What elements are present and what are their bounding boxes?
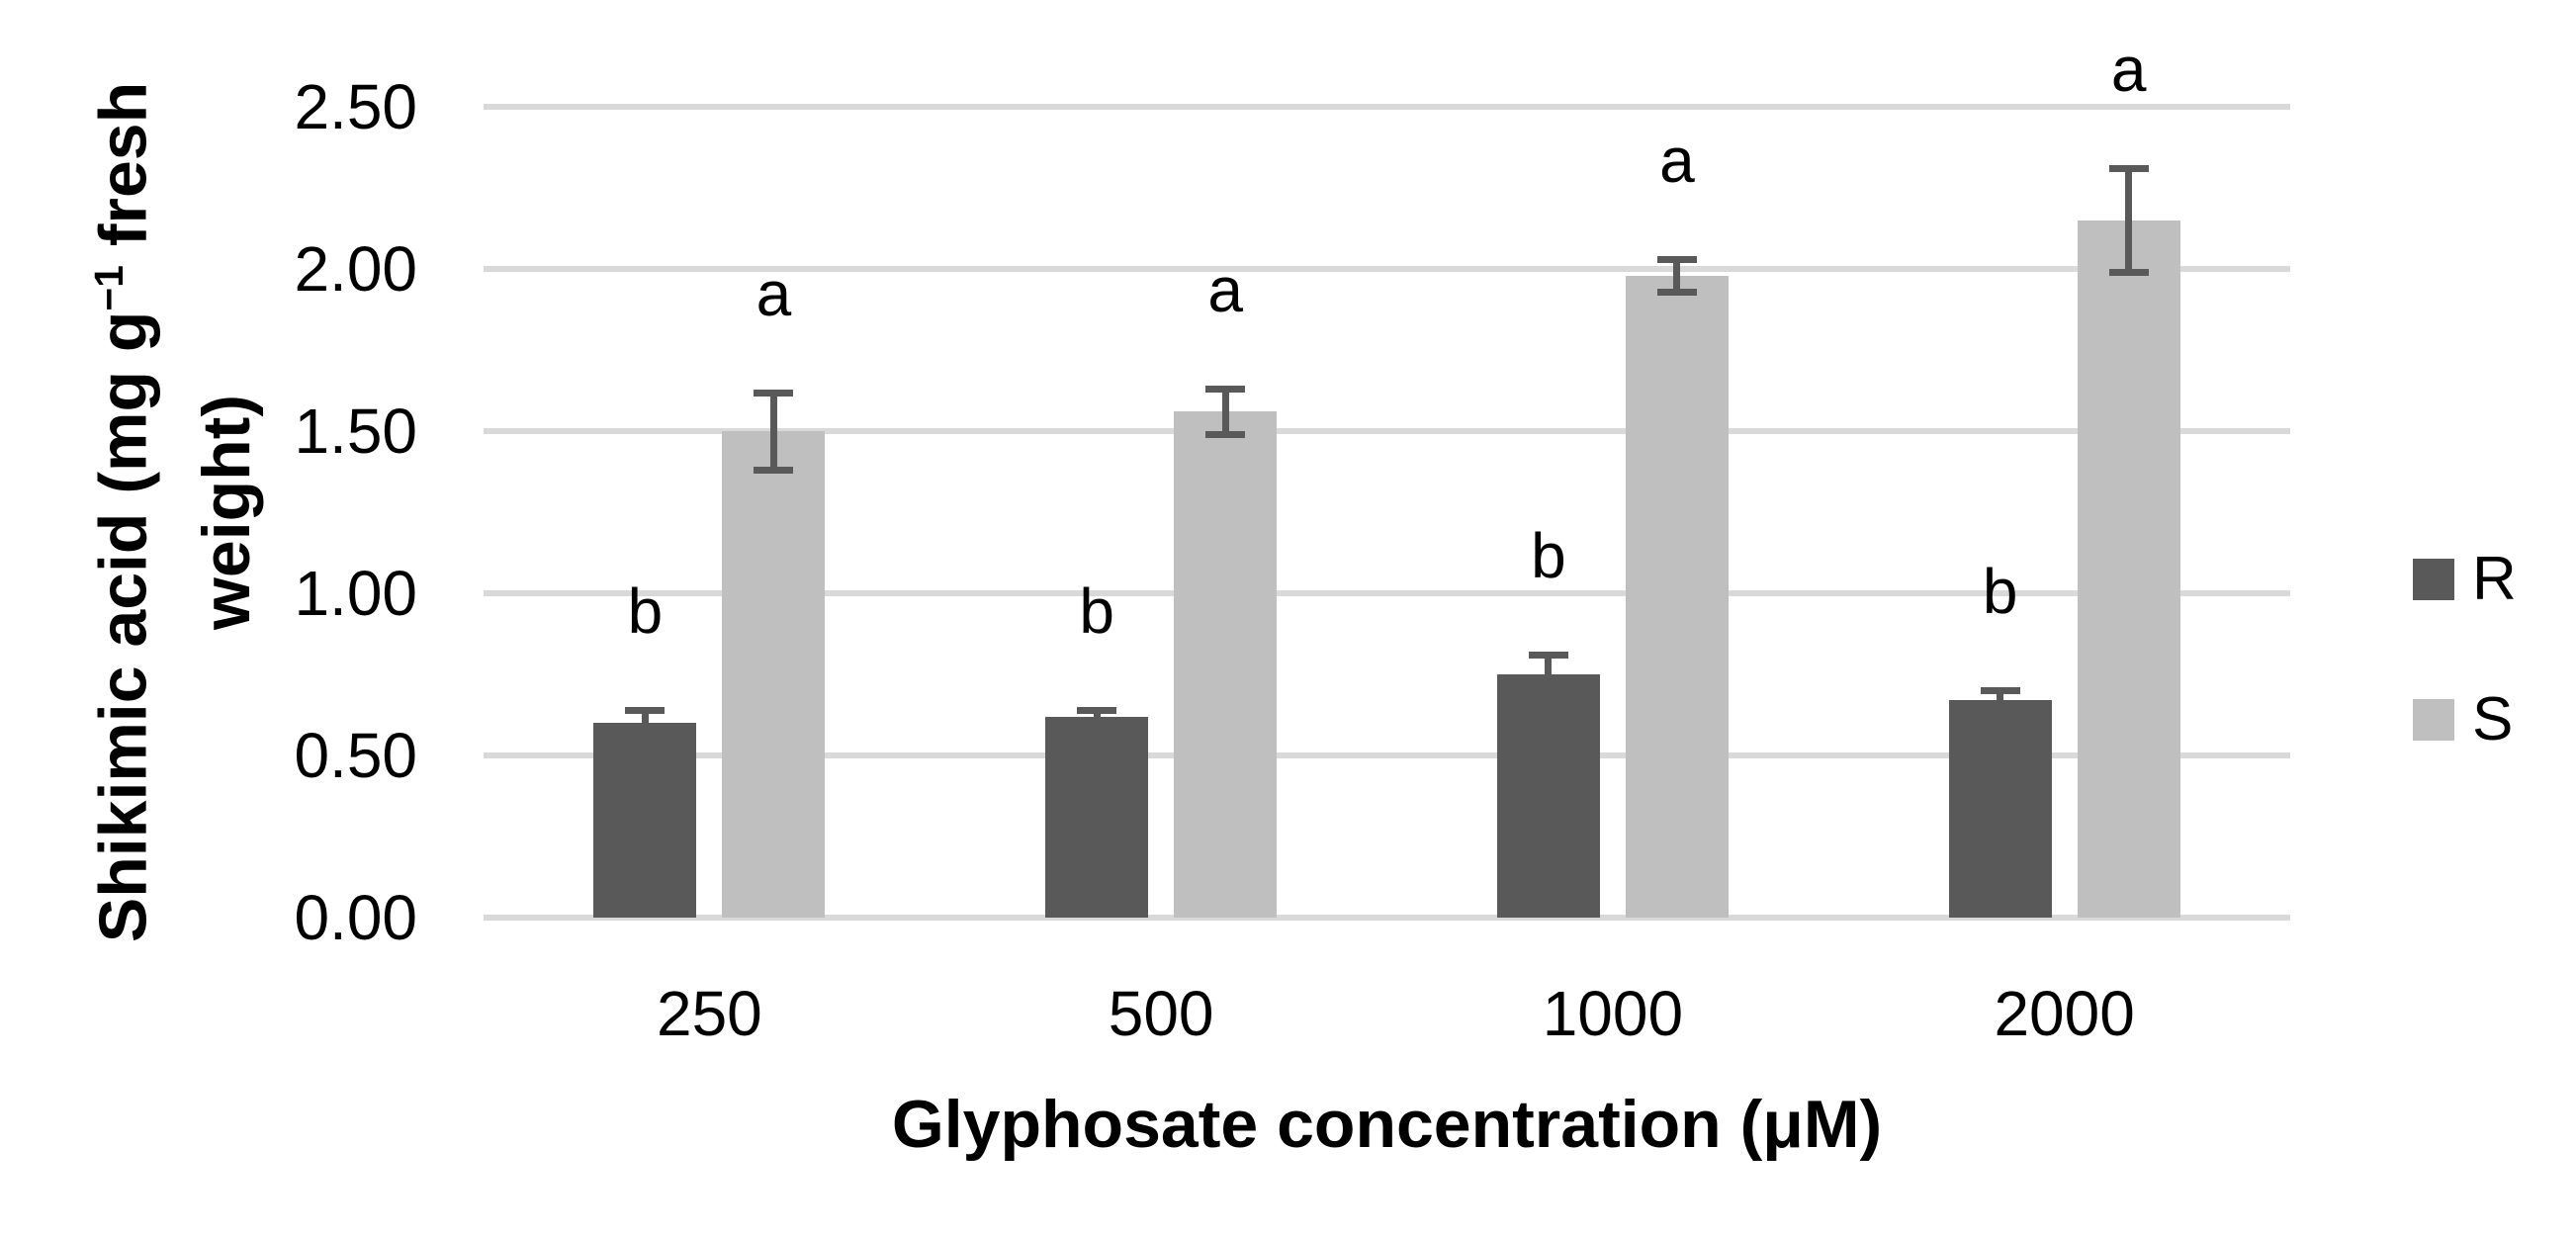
y-tick-label: 1.50	[294, 396, 417, 467]
legend-entry-r: R	[2413, 549, 2517, 610]
error-bar-cap-bottom	[1528, 690, 1568, 698]
x-tick-label: 250	[656, 978, 762, 1049]
legend-swatch-r	[2413, 559, 2454, 600]
y-tick-label: 1.00	[294, 558, 417, 629]
significance-letter: b	[627, 575, 664, 648]
bar-r-500	[1045, 716, 1149, 918]
y-axis-title: Shikimic acid (mg g−1 fresh weight)	[59, 67, 277, 957]
gridline	[484, 752, 2290, 758]
error-bar-line	[1093, 710, 1101, 724]
x-tick-label: 1000	[1542, 978, 1684, 1049]
bar-s-1000	[1625, 275, 1729, 918]
error-bar-cap-bottom	[1980, 707, 2020, 715]
significance-letter: a	[755, 257, 792, 329]
x-axis-title: Glyphosate concentration (μM)	[891, 1087, 1883, 1162]
error-bar-cap-bottom	[625, 733, 666, 741]
significance-letter: a	[1207, 254, 1243, 326]
legend-entry-s: S	[2413, 689, 2513, 750]
significance-letter: b	[1531, 520, 1566, 592]
error-bar-cap-bottom	[1205, 431, 1246, 439]
error-bar-cap-top	[1077, 707, 1117, 715]
bar-r-250	[593, 723, 697, 918]
legend-swatch-s	[2413, 699, 2454, 741]
error-bar-line	[1997, 690, 2004, 711]
x-tick-label: 500	[1108, 978, 1214, 1049]
significance-letter: b	[1982, 556, 2018, 628]
bar-r-2000	[1948, 700, 2052, 918]
significance-letter: b	[1079, 575, 1114, 648]
y-axis-title-line1: Shikimic acid (mg g−1 fresh	[85, 81, 161, 943]
bar-s-250	[722, 431, 826, 918]
error-bar-cap-top	[625, 707, 666, 715]
significance-letter: a	[1659, 125, 1695, 197]
error-bar-line	[641, 710, 649, 737]
y-tick-label: 2.00	[294, 233, 417, 305]
gridline	[484, 590, 2290, 596]
y-tick-label: 2.50	[294, 71, 417, 142]
error-bar-cap-bottom	[754, 467, 794, 475]
error-bar-cap-bottom	[1077, 720, 1117, 728]
legend-label-s: S	[2472, 685, 2514, 753]
error-bar-cap-top	[1980, 687, 2020, 695]
error-bar-cap-top	[1205, 386, 1246, 394]
error-bar-line	[1673, 259, 1681, 292]
gridline	[484, 266, 2290, 272]
significance-letter: a	[2110, 34, 2147, 106]
error-bar-cap-bottom	[2108, 269, 2149, 277]
error-bar-cap-bottom	[1656, 288, 1697, 296]
y-axis-title-line2: weight)	[189, 395, 265, 630]
gridline	[484, 428, 2290, 434]
bar-r-1000	[1496, 674, 1600, 918]
bar-s-2000	[2077, 220, 2180, 918]
error-bar-line	[1221, 389, 1229, 435]
superscript-exponent: −1	[85, 265, 132, 311]
bar-s-500	[1174, 411, 1278, 918]
error-bar-cap-top	[1656, 256, 1697, 264]
error-bar-line	[2125, 168, 2133, 273]
error-bar-cap-top	[1528, 652, 1568, 660]
error-bar-cap-top	[754, 389, 794, 397]
error-bar-cap-top	[2108, 165, 2149, 173]
y-tick-label: 0.00	[294, 882, 417, 953]
x-axis-line	[484, 915, 2290, 921]
error-bar-line	[1545, 655, 1553, 694]
error-bar-line	[769, 392, 777, 471]
x-tick-label: 2000	[1994, 978, 2135, 1049]
legend: R S	[2413, 549, 2576, 756]
legend-label-r: R	[2472, 545, 2517, 613]
gridline	[484, 104, 2290, 110]
y-tick-label: 0.50	[294, 720, 417, 791]
